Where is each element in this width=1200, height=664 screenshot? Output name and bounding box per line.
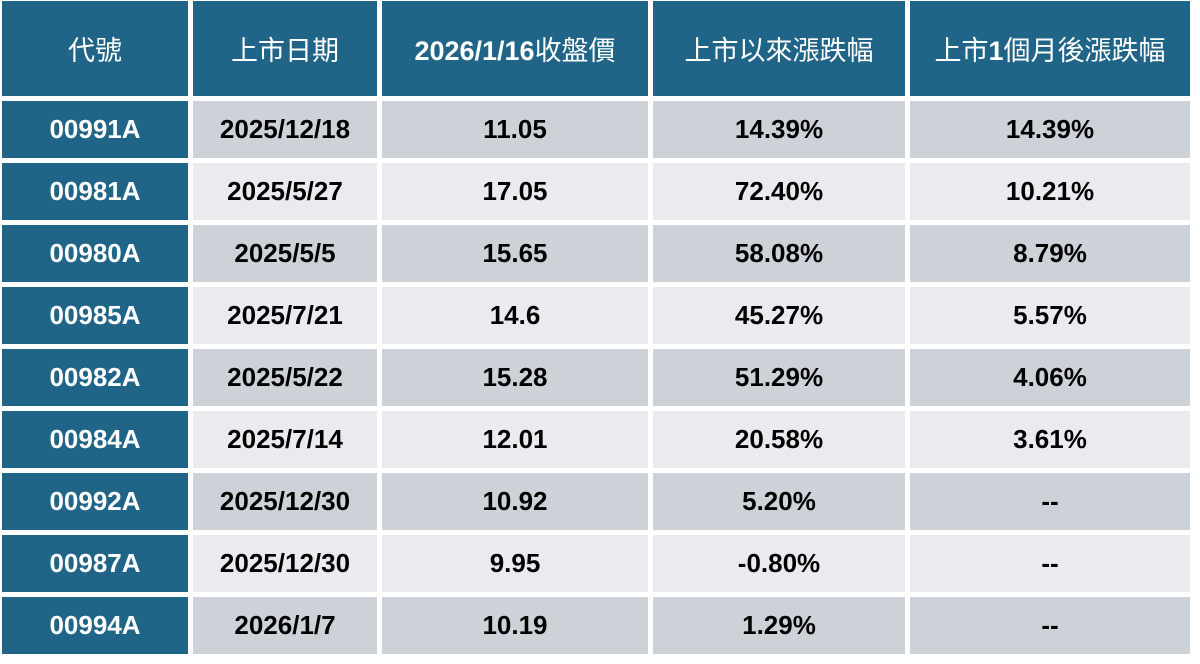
table-row: 00991A 2025/12/18 11.05 14.39% 14.39% xyxy=(2,101,1190,158)
table-row: 00982A 2025/5/22 15.28 51.29% 4.06% xyxy=(2,349,1190,406)
column-header-close-price-date: 2026/1/16 xyxy=(414,36,535,66)
cell-list-date: 2026/1/7 xyxy=(193,597,377,654)
cell-change-1month: 5.57% xyxy=(910,287,1190,344)
cell-list-date: 2025/5/5 xyxy=(193,225,377,282)
cell-change-1month: -- xyxy=(910,473,1190,530)
table-row: 00987A 2025/12/30 9.95 -0.80% -- xyxy=(2,535,1190,592)
cell-code: 00994A xyxy=(2,597,188,654)
header-row: 代號 上市日期 2026/1/16收盤價 上市以來漲跌幅 上市1個月後漲跌幅 xyxy=(2,1,1190,96)
cell-code: 00980A xyxy=(2,225,188,282)
cell-close-price: 14.6 xyxy=(382,287,648,344)
cell-code: 00987A xyxy=(2,535,188,592)
cell-code: 00981A xyxy=(2,163,188,220)
cell-list-date: 2025/5/22 xyxy=(193,349,377,406)
cell-list-date: 2025/12/18 xyxy=(193,101,377,158)
cell-code: 00984A xyxy=(2,411,188,468)
table-row: 00994A 2026/1/7 10.19 1.29% -- xyxy=(2,597,1190,654)
cell-code: 00992A xyxy=(2,473,188,530)
cell-change-1month: -- xyxy=(910,535,1190,592)
column-header-change-1month: 上市1個月後漲跌幅 xyxy=(910,1,1190,96)
column-header-list-date-label: 上市日期 xyxy=(231,36,339,66)
cell-code: 00985A xyxy=(2,287,188,344)
column-header-change-1month-suffix: 個月後漲跌幅 xyxy=(1003,36,1166,66)
cell-close-price: 10.19 xyxy=(382,597,648,654)
cell-close-price: 9.95 xyxy=(382,535,648,592)
table-row: 00985A 2025/7/21 14.6 45.27% 5.57% xyxy=(2,287,1190,344)
cell-change-since-listing: -0.80% xyxy=(653,535,905,592)
cell-list-date: 2025/7/21 xyxy=(193,287,377,344)
column-header-change-1month-prefix: 上市 xyxy=(934,36,989,66)
cell-change-since-listing: 72.40% xyxy=(653,163,905,220)
column-header-code: 代號 xyxy=(2,1,188,96)
cell-change-1month: 8.79% xyxy=(910,225,1190,282)
column-header-change-since-listing-label: 上市以來漲跌幅 xyxy=(684,36,874,66)
cell-change-1month: -- xyxy=(910,597,1190,654)
cell-change-since-listing: 51.29% xyxy=(653,349,905,406)
cell-list-date: 2025/12/30 xyxy=(193,473,377,530)
cell-close-price: 15.28 xyxy=(382,349,648,406)
column-header-close-price: 2026/1/16收盤價 xyxy=(382,1,648,96)
cell-close-price: 11.05 xyxy=(382,101,648,158)
table-row: 00992A 2025/12/30 10.92 5.20% -- xyxy=(2,473,1190,530)
column-header-code-label: 代號 xyxy=(68,36,122,66)
cell-code: 00991A xyxy=(2,101,188,158)
cell-close-price: 15.65 xyxy=(382,225,648,282)
cell-change-since-listing: 58.08% xyxy=(653,225,905,282)
column-header-change-since-listing: 上市以來漲跌幅 xyxy=(653,1,905,96)
cell-close-price: 10.92 xyxy=(382,473,648,530)
cell-list-date: 2025/12/30 xyxy=(193,535,377,592)
cell-change-1month: 3.61% xyxy=(910,411,1190,468)
cell-close-price: 17.05 xyxy=(382,163,648,220)
cell-change-since-listing: 1.29% xyxy=(653,597,905,654)
column-header-close-price-label: 收盤價 xyxy=(534,36,616,66)
cell-close-price: 12.01 xyxy=(382,411,648,468)
column-header-list-date: 上市日期 xyxy=(193,1,377,96)
cell-change-1month: 14.39% xyxy=(910,101,1190,158)
cell-change-since-listing: 14.39% xyxy=(653,101,905,158)
cell-change-since-listing: 5.20% xyxy=(653,473,905,530)
cell-code: 00982A xyxy=(2,349,188,406)
table-row: 00981A 2025/5/27 17.05 72.40% 10.21% xyxy=(2,163,1190,220)
table-row: 00984A 2025/7/14 12.01 20.58% 3.61% xyxy=(2,411,1190,468)
column-header-change-1month-num: 1 xyxy=(988,36,1004,66)
table-row: 00980A 2025/5/5 15.65 58.08% 8.79% xyxy=(2,225,1190,282)
cell-change-1month: 4.06% xyxy=(910,349,1190,406)
cell-change-since-listing: 20.58% xyxy=(653,411,905,468)
cell-list-date: 2025/5/27 xyxy=(193,163,377,220)
cell-list-date: 2025/7/14 xyxy=(193,411,377,468)
cell-change-1month: 10.21% xyxy=(910,163,1190,220)
cell-change-since-listing: 45.27% xyxy=(653,287,905,344)
